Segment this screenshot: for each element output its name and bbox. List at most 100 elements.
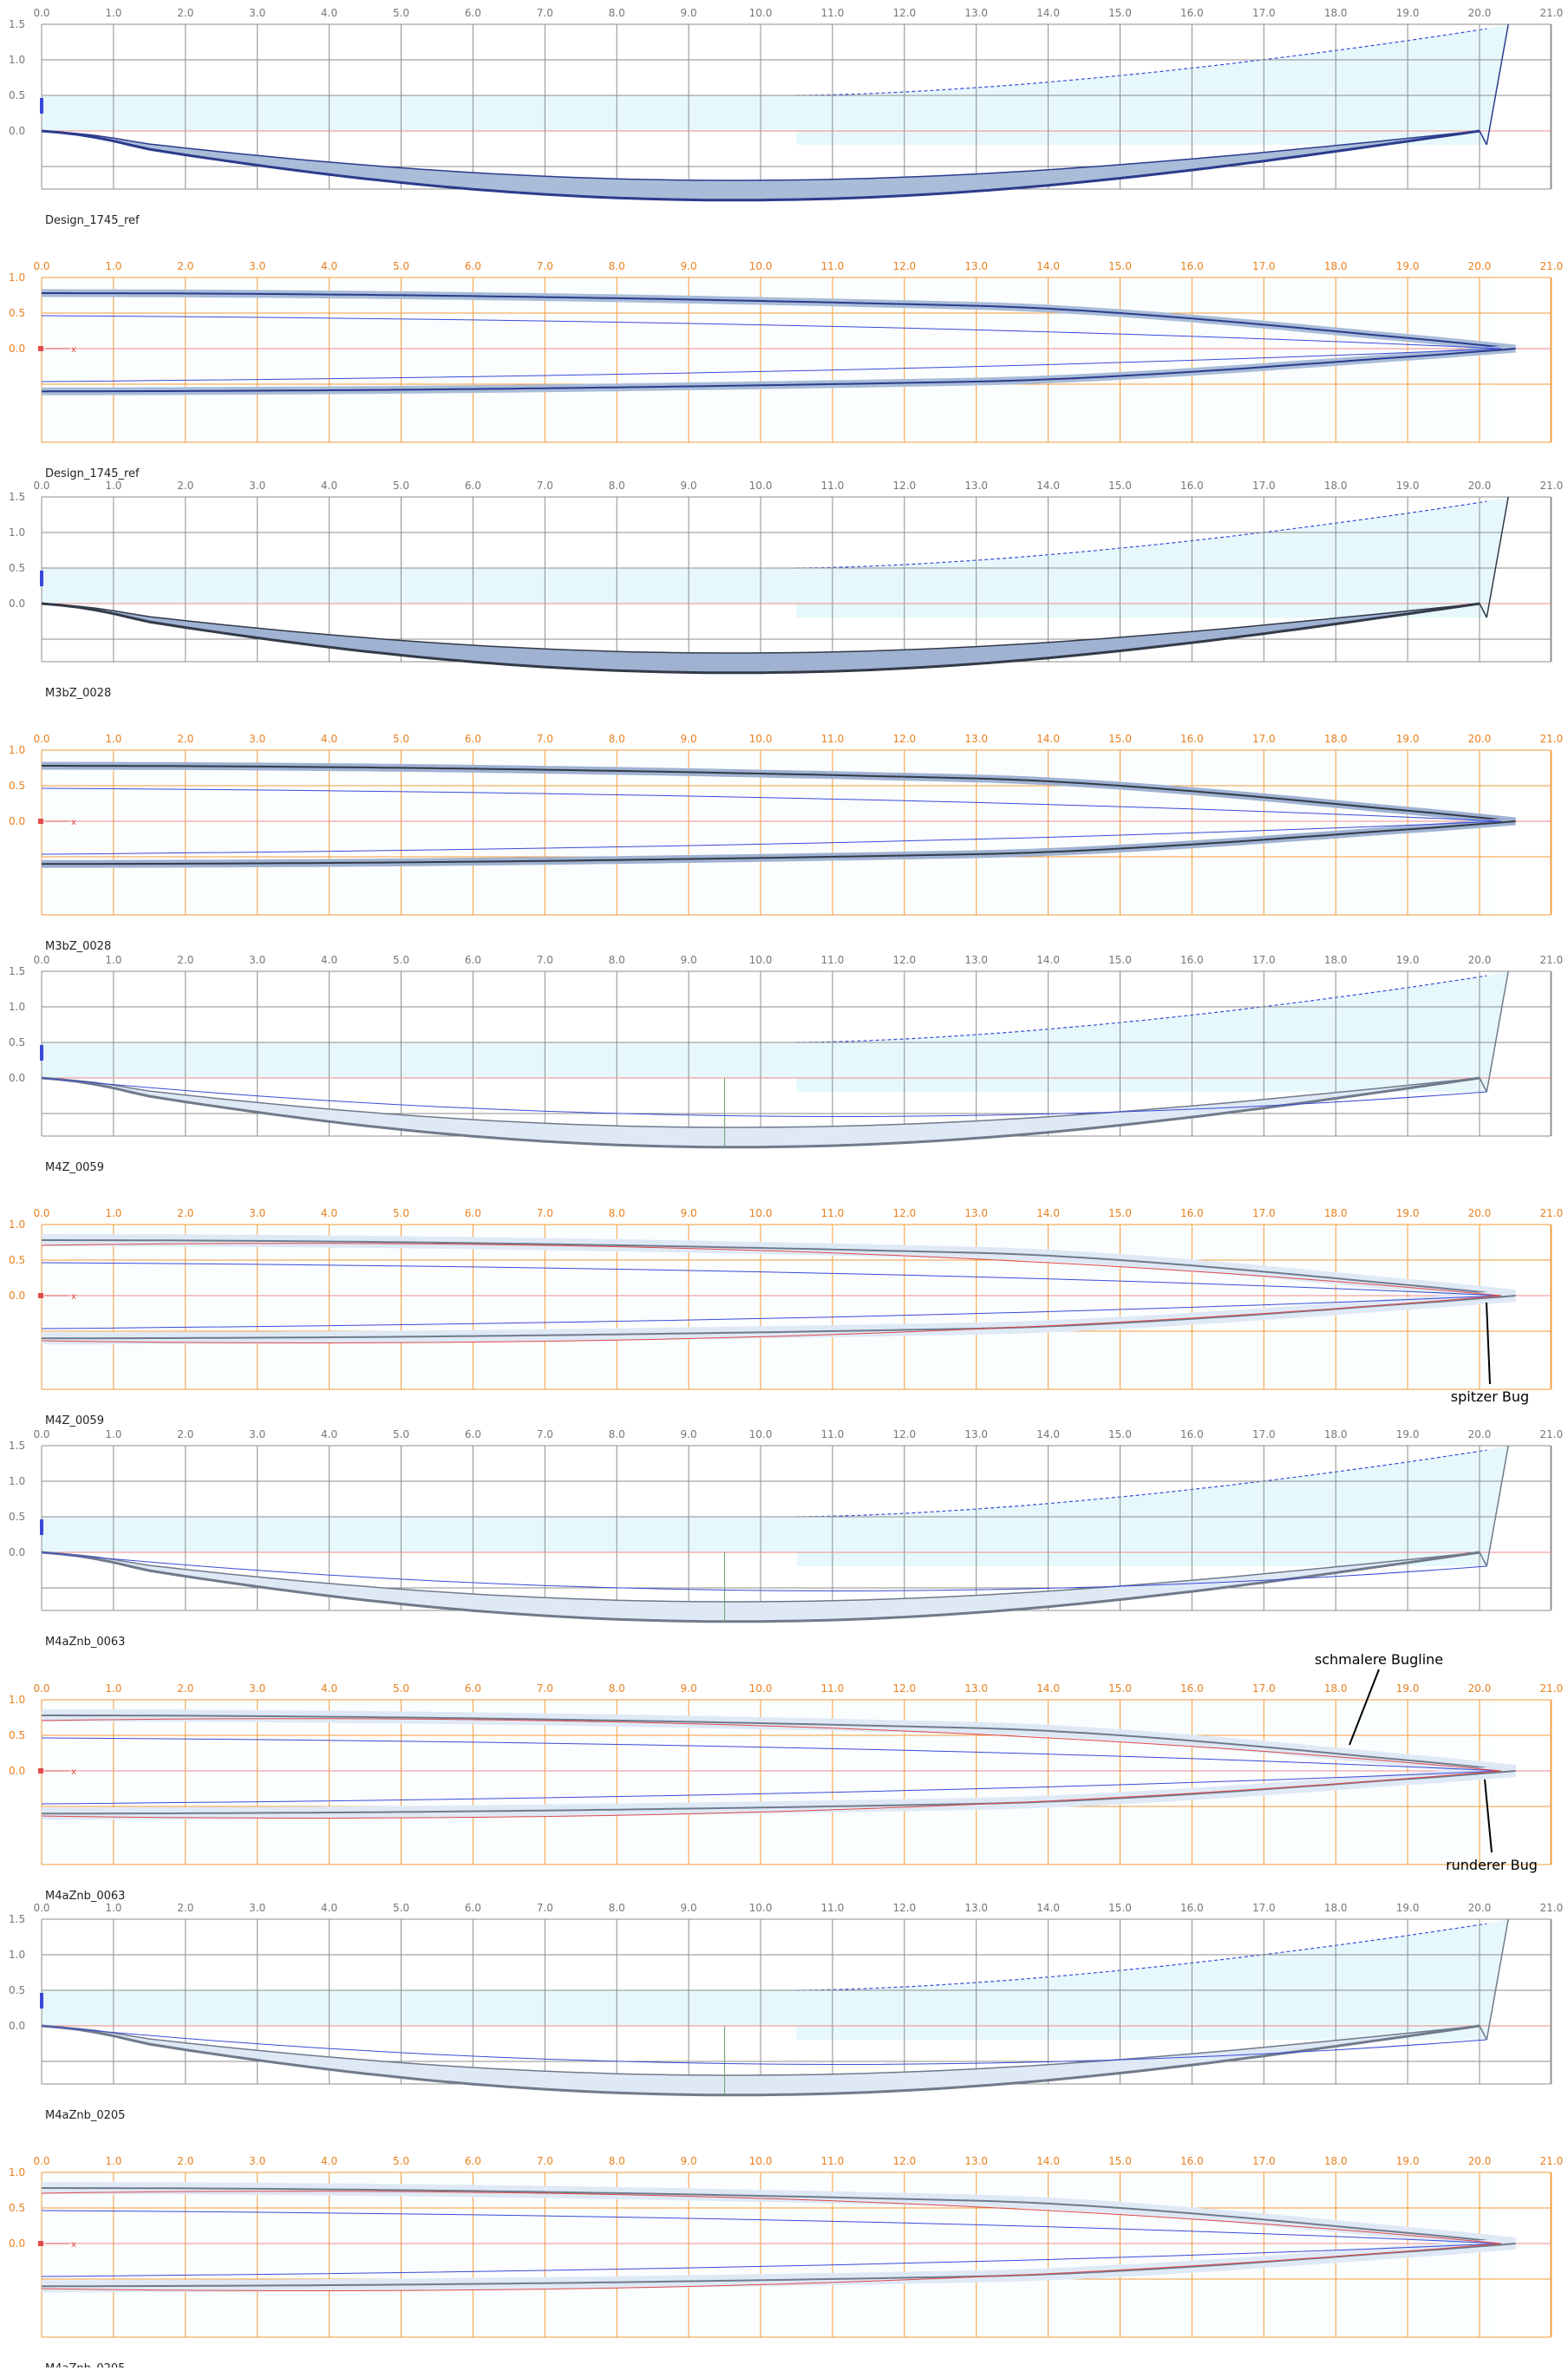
y-tick-label: 1.5 (9, 491, 25, 503)
annotation-runderer-bug: runderer Bug (1446, 1779, 1538, 1873)
x-tick-label: 5.0 (393, 954, 409, 966)
x-tick-label: 20.0 (1468, 2155, 1492, 2167)
x-tick-label: 7.0 (537, 1902, 553, 1914)
x-tick-label: 17.0 (1252, 1682, 1276, 1695)
x-tick-label: 3.0 (249, 1682, 265, 1695)
x-tick-label: 6.0 (465, 1902, 481, 1914)
bow-stem (1486, 1918, 1509, 2041)
x-tick-label: 1.0 (105, 480, 121, 492)
axis-x-marker: x (71, 1292, 76, 1302)
x-tick-label: 14.0 (1036, 733, 1060, 745)
x-tick-label: 19.0 (1396, 733, 1420, 745)
port-hull-edge (42, 1715, 1516, 1772)
origin-marker (40, 571, 43, 586)
x-tick-label: 0.0 (33, 480, 49, 492)
x-tick-label: 12.0 (892, 1682, 916, 1695)
x-tick-label: 3.0 (249, 260, 265, 272)
y-tick-label: 0.0 (9, 815, 25, 827)
x-tick-label: 8.0 (609, 1682, 625, 1695)
x-tick-label: 4.0 (321, 1207, 337, 1219)
x-tick-label: 19.0 (1396, 1428, 1420, 1440)
x-tick-label: 7.0 (537, 1207, 553, 1219)
inner-waterline (41, 1295, 1501, 1329)
design-label: M4aZnb_0205 (45, 2362, 125, 2368)
x-tick-label: 11.0 (821, 1428, 845, 1440)
x-tick-label: 8.0 (609, 1428, 625, 1440)
x-tick-label: 12.0 (892, 954, 916, 966)
x-tick-label: 2.0 (177, 2155, 193, 2167)
y-tick-label: 1.0 (9, 1475, 25, 1487)
y-tick-label: 1.5 (9, 1440, 25, 1452)
x-tick-label: 6.0 (465, 1207, 481, 1219)
y-tick-label: 1.0 (9, 1694, 25, 1706)
design-label: M4Z_0059 (45, 1414, 104, 1427)
x-tick-label: 21.0 (1540, 1207, 1564, 1219)
x-tick-label: 0.0 (33, 1682, 49, 1695)
design-waterline (41, 1295, 1501, 1343)
y-tick-label: 0.5 (9, 1729, 25, 1741)
profile-view-panel: 0.0 1.0 2.0 3.0 4.0 5.0 6.0 7.0 8.0 9.0 10.0 11.0 12… (9, 1428, 1563, 1649)
x-tick-label: 7.0 (537, 260, 553, 272)
x-tick-label: 0.0 (33, 7, 49, 19)
x-tick-label: 0.0 (33, 733, 49, 745)
x-tick-label: 2.0 (177, 480, 193, 492)
x-tick-label: 1.0 (105, 2155, 121, 2167)
x-tick-label: 19.0 (1396, 2155, 1420, 2167)
x-tick-label: 9.0 (681, 1682, 697, 1695)
x-tick-label: 10.0 (749, 1682, 773, 1695)
x-tick-label: 1.0 (105, 260, 121, 272)
y-tick-label: 0.0 (9, 1290, 25, 1302)
x-tick-label: 8.0 (609, 954, 625, 966)
y-tick-label: 0.5 (9, 1511, 25, 1523)
x-tick-label: 2.0 (177, 1902, 193, 1914)
sheer-line (796, 28, 1487, 96)
x-tick-label: 20.0 (1468, 1902, 1492, 1914)
y-tick-label: 0.5 (9, 1984, 25, 1996)
x-tick-label: 11.0 (821, 7, 845, 19)
x-tick-label: 13.0 (964, 954, 988, 966)
x-tick-label: 5.0 (393, 7, 409, 19)
axis-x-marker: x (71, 2240, 76, 2250)
x-tick-label: 5.0 (393, 1207, 409, 1219)
x-tick-label: 6.0 (465, 7, 481, 19)
x-tick-label: 6.0 (465, 733, 481, 745)
x-tick-label: 0.0 (33, 260, 49, 272)
x-tick-label: 14.0 (1036, 480, 1060, 492)
design-waterline (41, 2191, 1501, 2244)
x-tick-label: 17.0 (1252, 2155, 1276, 2167)
x-tick-label: 1.0 (105, 7, 121, 19)
x-tick-label: 13.0 (964, 1428, 988, 1440)
x-tick-label: 17.0 (1252, 1207, 1276, 1219)
x-tick-label: 16.0 (1180, 7, 1204, 19)
origin-marker (40, 1045, 43, 1061)
y-tick-label: 1.5 (9, 18, 25, 30)
x-tick-label: 17.0 (1252, 733, 1276, 745)
x-tick-label: 21.0 (1540, 2155, 1564, 2167)
x-tick-label: 5.0 (393, 260, 409, 272)
x-tick-label: 16.0 (1180, 1682, 1204, 1695)
x-tick-label: 19.0 (1396, 1902, 1420, 1914)
x-tick-label: 3.0 (249, 7, 265, 19)
chine-line (41, 2025, 1487, 2065)
x-tick-label: 10.0 (749, 1902, 773, 1914)
x-tick-label: 1.0 (105, 1428, 121, 1440)
x-tick-label: 12.0 (892, 480, 916, 492)
annotation-leader (1486, 1302, 1491, 1385)
bow-sheer-fill (796, 497, 1509, 617)
design-waterline (41, 1770, 1501, 1819)
plan-view-panel: 0.0 1.0 2.0 3.0 4.0 5.0 6.0 7.0 8.0 9.0 10.0 11.0 12… (9, 1207, 1563, 1427)
inner-waterline (41, 348, 1501, 382)
x-tick-label: 12.0 (892, 1428, 916, 1440)
x-tick-label: 21.0 (1540, 1428, 1564, 1440)
x-tick-label: 16.0 (1180, 260, 1204, 272)
x-tick-label: 12.0 (892, 1207, 916, 1219)
x-tick-label: 12.0 (892, 733, 916, 745)
x-tick-label: 7.0 (537, 1682, 553, 1695)
x-tick-label: 2.0 (177, 954, 193, 966)
port-hull-edge (42, 1239, 1516, 1297)
x-tick-label: 21.0 (1540, 480, 1564, 492)
x-tick-label: 10.0 (749, 2155, 773, 2167)
x-tick-label: 6.0 (465, 2155, 481, 2167)
